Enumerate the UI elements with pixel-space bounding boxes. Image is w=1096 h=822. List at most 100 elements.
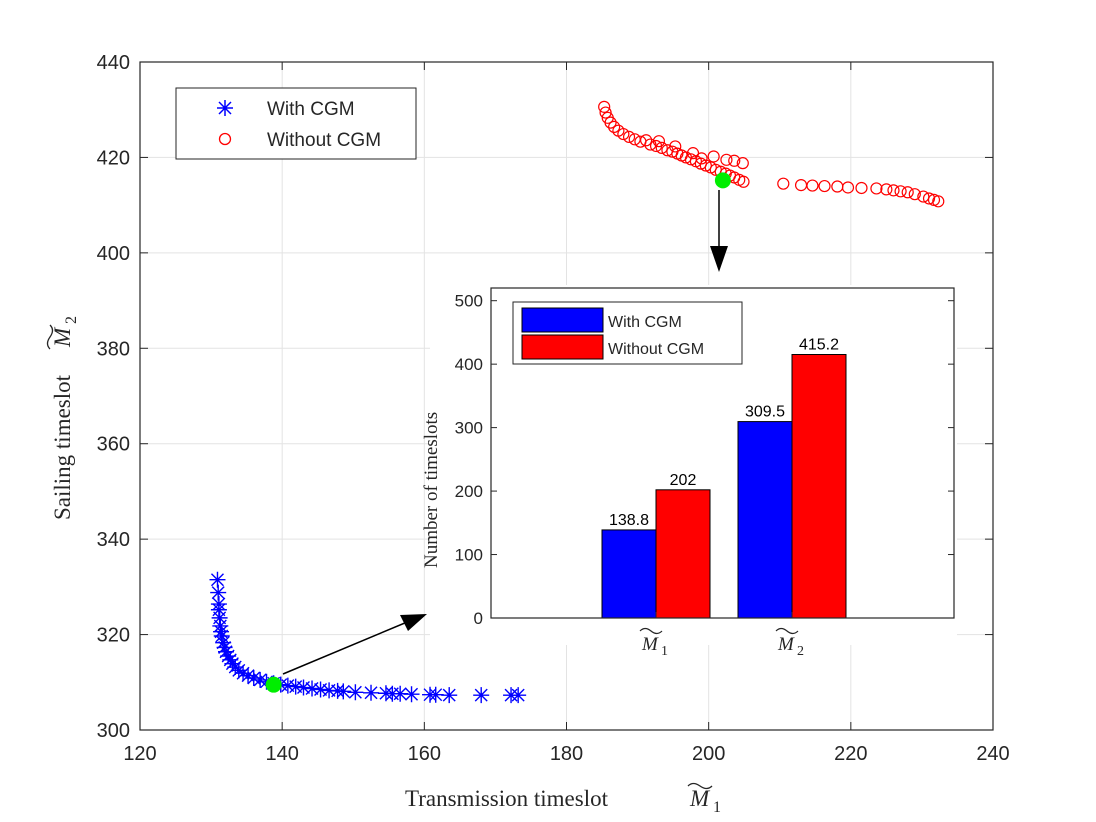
main-y-tick-label: 300 bbox=[97, 720, 130, 742]
bar-with-cgm bbox=[601, 529, 657, 619]
bar-data-label: 202 bbox=[670, 472, 697, 489]
inset-y-axis-label: Number of timeslots bbox=[421, 412, 442, 568]
data-point-with-cgm bbox=[295, 679, 312, 696]
main-ticks: 120 140 160 180 200 220 2403003203403603804004… bbox=[97, 52, 1010, 765]
data-point-without-cgm bbox=[640, 134, 653, 147]
inset-x-tick-subscript: 2 bbox=[797, 644, 804, 659]
inset-legend-label-without-cgm: Without CGM bbox=[608, 341, 704, 358]
inset-x-tick-tilde bbox=[775, 627, 799, 635]
data-point-without-cgm bbox=[608, 120, 621, 133]
inset-legend-label-with-cgm: With CGM bbox=[608, 314, 682, 331]
data-point-with-cgm bbox=[287, 678, 304, 695]
data-point-without-cgm bbox=[617, 127, 630, 141]
bar-without-cgm bbox=[791, 354, 847, 619]
data-point-without-cgm bbox=[728, 154, 741, 167]
main-y-tick-label: 420 bbox=[97, 147, 130, 169]
main-y-tick-label: 360 bbox=[97, 434, 130, 456]
legend-marker-without-cgm bbox=[218, 132, 232, 146]
bar-data-label: 415.2 bbox=[799, 337, 839, 354]
data-point-without-cgm bbox=[894, 185, 907, 198]
main-x-tick-label: 200 bbox=[692, 743, 725, 765]
main-x-axis-tilde bbox=[687, 782, 713, 790]
data-point-without-cgm bbox=[669, 140, 682, 153]
data-point-without-cgm bbox=[818, 179, 831, 193]
legend-label-without-cgm: Without CGM bbox=[267, 130, 381, 151]
data-point-without-cgm bbox=[655, 141, 668, 154]
main-x-axis-symbol-letter: M bbox=[689, 786, 711, 811]
data-point-with-cgm bbox=[321, 682, 338, 699]
main-x-tick-label: 160 bbox=[408, 743, 441, 765]
main-x-tick-label: 120 bbox=[123, 743, 156, 765]
data-point-without-cgm bbox=[720, 153, 733, 166]
data-point-with-cgm bbox=[213, 628, 230, 645]
data-point-with-cgm bbox=[304, 680, 321, 697]
data-point-with-cgm bbox=[363, 684, 380, 701]
main-x-axis-symbol-subscript: 1 bbox=[713, 799, 721, 816]
main-x-axis-label-text: Transmission timeslot bbox=[405, 786, 609, 811]
series-without-cgm bbox=[598, 100, 945, 208]
inset-legend-swatch-without-cgm bbox=[521, 334, 604, 360]
data-point-with-cgm bbox=[209, 571, 226, 588]
main-y-axis-label: Sailing timeslot bbox=[50, 374, 75, 520]
inset-plot-frame bbox=[490, 287, 955, 619]
inset-x-tick-tilde bbox=[639, 627, 663, 635]
data-point-without-cgm bbox=[604, 116, 617, 129]
highlighted-point bbox=[265, 676, 282, 693]
main-y-axis-symbol-letter: M bbox=[50, 326, 75, 348]
data-point-with-cgm bbox=[245, 669, 262, 686]
data-point-with-cgm bbox=[210, 584, 227, 601]
bar-data-label: 309.5 bbox=[745, 404, 785, 421]
inset-y-tick-label: 400 bbox=[455, 355, 483, 374]
main-x-tick-label: 220 bbox=[834, 743, 867, 765]
data-point-without-cgm bbox=[806, 179, 819, 192]
data-point-without-cgm bbox=[880, 183, 893, 196]
data-point-without-cgm bbox=[599, 106, 612, 119]
data-point-without-cgm bbox=[699, 159, 712, 172]
data-point-with-cgm bbox=[210, 601, 227, 618]
main-series bbox=[209, 100, 945, 704]
data-point-with-cgm bbox=[510, 687, 527, 704]
main-x-tick-label: 140 bbox=[265, 743, 298, 765]
data-point-with-cgm bbox=[218, 643, 235, 660]
data-point-without-cgm bbox=[736, 157, 749, 170]
data-point-with-cgm bbox=[335, 683, 352, 700]
data-point-with-cgm bbox=[211, 609, 228, 626]
arrow-to-inset-head bbox=[400, 614, 427, 631]
inset-y-tick-label: 300 bbox=[455, 419, 483, 438]
legend-marker-with-cgm bbox=[217, 100, 233, 116]
main-y-tick-label: 320 bbox=[97, 625, 130, 647]
data-point-without-cgm bbox=[908, 188, 921, 201]
main-x-tick-label: 180 bbox=[550, 743, 583, 765]
data-point-with-cgm bbox=[240, 667, 257, 684]
data-point-without-cgm bbox=[737, 175, 750, 188]
main-y-axis-label-group: Sailing timeslot M 2 bbox=[46, 316, 80, 520]
data-point-without-cgm bbox=[922, 192, 936, 205]
data-point-with-cgm bbox=[220, 648, 237, 665]
data-point-with-cgm bbox=[347, 684, 364, 701]
data-point-with-cgm bbox=[252, 671, 269, 688]
inset-x-tick-symbol: M bbox=[641, 634, 659, 655]
data-point-without-cgm bbox=[932, 195, 945, 208]
main-legend-box bbox=[175, 87, 417, 160]
data-point-with-cgm bbox=[222, 651, 239, 668]
arrow-to-inset-line bbox=[282, 619, 413, 675]
inset-y-tick-label: 0 bbox=[474, 609, 483, 628]
data-point-with-cgm bbox=[279, 677, 296, 694]
bar-with-cgm bbox=[737, 421, 793, 619]
main-y-tick-label: 440 bbox=[97, 52, 130, 74]
legend-label-with-cgm: With CGM bbox=[267, 99, 355, 120]
data-point-without-cgm bbox=[644, 138, 657, 151]
data-point-without-cgm bbox=[622, 130, 636, 144]
data-point-without-cgm bbox=[855, 181, 868, 195]
inset-y-tick-label: 100 bbox=[455, 546, 483, 565]
data-point-without-cgm bbox=[901, 186, 914, 199]
inset-legend: With CGM Without CGM bbox=[512, 301, 743, 365]
main-x-axis-symbol: M 1 bbox=[687, 782, 721, 816]
data-point-without-cgm bbox=[652, 135, 666, 148]
data-point-with-cgm bbox=[441, 687, 458, 704]
main-y-tick-label: 380 bbox=[97, 338, 130, 360]
data-point-with-cgm bbox=[213, 623, 230, 640]
